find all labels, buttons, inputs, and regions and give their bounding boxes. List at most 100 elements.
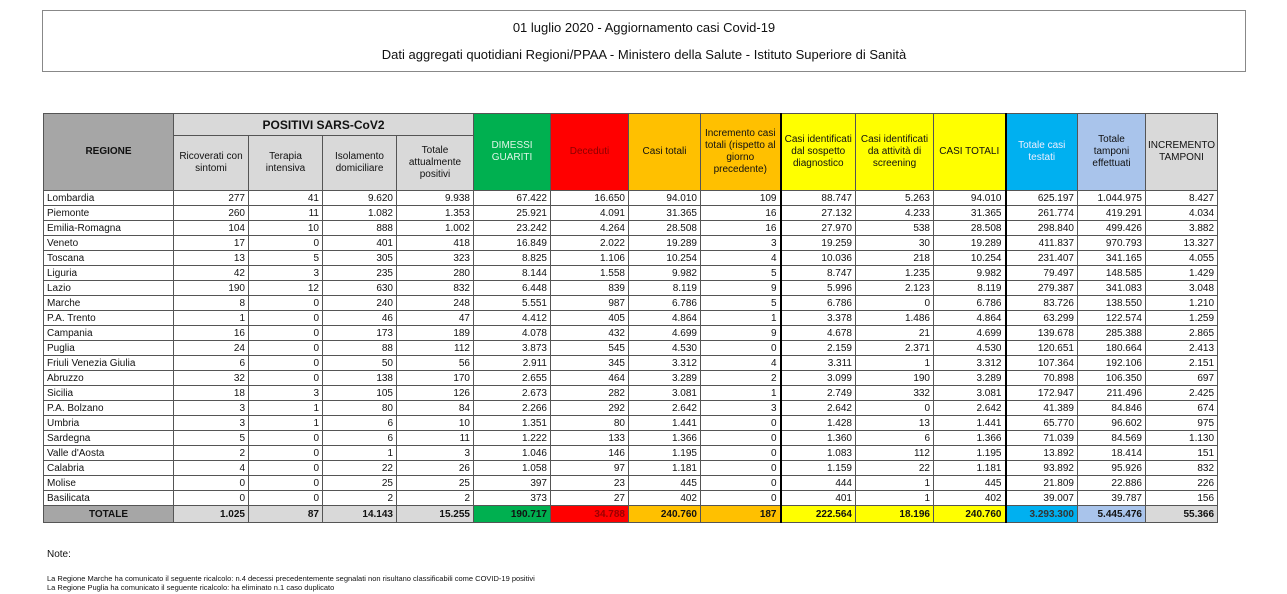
table-cell: 3.099 <box>779 370 856 386</box>
table-cell: 3.873 <box>473 340 551 356</box>
table-cell: 1.195 <box>628 445 701 461</box>
header-sospetto: Casi identificati dal sospetto diagnosti… <box>779 113 856 191</box>
table-cell: 3.048 <box>1144 280 1219 296</box>
table-cell: 0 <box>173 490 249 506</box>
covid-regions-table: REGIONE POSITIVI SARS-CoV2 DIMESSI GUARI… <box>43 113 1219 523</box>
table-cell: 79.497 <box>1004 265 1078 281</box>
table-cell: 25 <box>396 475 474 491</box>
table-cell: 499.426 <box>1077 220 1146 236</box>
table-cell: 9.982 <box>628 265 701 281</box>
table-cell: 31.365 <box>933 205 1006 221</box>
table-cell: 105 <box>322 385 397 401</box>
table-cell: 22 <box>855 460 934 476</box>
table-cell: 397 <box>473 475 551 491</box>
table-cell: 1.195 <box>933 445 1006 461</box>
table-cell: 0 <box>700 415 781 431</box>
table-cell: 0 <box>855 295 934 311</box>
table-cell: 83.726 <box>1004 295 1078 311</box>
table-row: Abruzzo 32 0 138 170 2.655 464 3.289 2 3.099 190 3.… <box>43 370 1219 386</box>
table-cell: 170 <box>396 370 474 386</box>
table-cell: 67.422 <box>473 190 551 206</box>
table-cell: 282 <box>550 385 629 401</box>
table-cell: 106.350 <box>1077 370 1146 386</box>
table-cell: 0 <box>248 295 323 311</box>
table-cell: 3.312 <box>933 355 1006 371</box>
table-cell: 3.312 <box>628 355 701 371</box>
region-name: Molise <box>43 475 174 491</box>
table-cell: 13.892 <box>1004 445 1078 461</box>
table-cell: 402 <box>628 490 701 506</box>
table-cell: 1.441 <box>933 415 1006 431</box>
header-incremento-casi: Incremento casi totali (rispetto al gior… <box>700 113 781 191</box>
table-cell: 0 <box>700 475 781 491</box>
table-cell: 2.123 <box>855 280 934 296</box>
table-cell: 6 <box>855 430 934 446</box>
table-cell: 26 <box>396 460 474 476</box>
table-row: Sardegna 5 0 6 11 1.222 133 1.366 0 1.360 6 1.366 71… <box>43 430 1219 446</box>
table-cell: 1 <box>855 475 934 491</box>
table-cell: 80 <box>550 415 629 431</box>
table-cell: 25.921 <box>473 205 551 221</box>
table-cell: 323 <box>396 250 474 266</box>
table-cell: 8.747 <box>779 265 856 281</box>
header-deceduti: Deceduti <box>550 113 629 191</box>
table-cell: 839 <box>550 280 629 296</box>
table-cell: 674 <box>1144 400 1219 416</box>
table-cell: 6.786 <box>628 295 701 311</box>
table-cell: 13 <box>173 250 249 266</box>
table-row: Sicilia 18 3 105 126 2.673 282 3.081 1 2.749 332 3.… <box>43 385 1219 401</box>
region-name: Liguria <box>43 265 174 281</box>
table-cell: 112 <box>396 340 474 356</box>
table-cell: 23 <box>550 475 629 491</box>
total-cell: 240.760 <box>628 505 701 523</box>
table-cell: 402 <box>933 490 1006 506</box>
region-name: P.A. Trento <box>43 310 174 326</box>
table-row: Emilia-Romagna 104 10 888 1.002 23.242 4.264 28… <box>43 220 1219 236</box>
table-cell: 211.496 <box>1077 385 1146 401</box>
table-cell: 5 <box>700 265 781 281</box>
table-cell: 109 <box>700 190 781 206</box>
report-subtitle: Dati aggregati quotidiani Regioni/PPAA -… <box>381 47 907 62</box>
table-cell: 445 <box>628 475 701 491</box>
table-cell: 3 <box>173 400 249 416</box>
table-cell: 2.371 <box>855 340 934 356</box>
table-row: Umbria 3 1 6 10 1.351 80 1.441 0 1.428 13 1.441 65.7… <box>43 415 1219 431</box>
region-name: Abruzzo <box>43 370 174 386</box>
table-cell: 0 <box>248 355 323 371</box>
table-cell: 0 <box>248 325 323 341</box>
table-cell: 4 <box>173 460 249 476</box>
region-name: Sardegna <box>43 430 174 446</box>
header-regione: REGIONE <box>43 113 174 191</box>
table-cell: 0 <box>700 490 781 506</box>
table-cell: 41.389 <box>1004 400 1078 416</box>
table-cell: 46 <box>322 310 397 326</box>
table-cell: 987 <box>550 295 629 311</box>
table-cell: 10 <box>248 220 323 236</box>
table-cell: 41 <box>248 190 323 206</box>
table-cell: 464 <box>550 370 629 386</box>
table-cell: 4.530 <box>933 340 1006 356</box>
table-cell: 2.911 <box>473 355 551 371</box>
table-cell: 6 <box>322 430 397 446</box>
total-cell: 34.788 <box>550 505 629 523</box>
table-cell: 39.007 <box>1004 490 1078 506</box>
total-cell: 18.196 <box>855 505 934 523</box>
table-cell: 190 <box>173 280 249 296</box>
table-cell: 13 <box>855 415 934 431</box>
header-tamponi: Totale tamponi effettuati <box>1077 113 1146 191</box>
table-cell: 332 <box>855 385 934 401</box>
table-cell: 21.809 <box>1004 475 1078 491</box>
total-row: TOTALE 1.025 87 14.143 15.255 190.717 34.788 24… <box>43 505 1219 523</box>
table-cell: 888 <box>322 220 397 236</box>
header-positivi-group: POSITIVI SARS-CoV2 <box>173 113 474 136</box>
table-cell: 13.327 <box>1144 235 1219 251</box>
table-cell: 9 <box>700 280 781 296</box>
table-cell: 1 <box>700 385 781 401</box>
table-cell: 630 <box>322 280 397 296</box>
table-cell: 4.233 <box>855 205 934 221</box>
table-cell: 226 <box>1144 475 1219 491</box>
table-cell: 19.289 <box>628 235 701 251</box>
table-cell: 8.825 <box>473 250 551 266</box>
table-cell: 2.642 <box>779 400 856 416</box>
table-cell: 148.585 <box>1077 265 1146 281</box>
